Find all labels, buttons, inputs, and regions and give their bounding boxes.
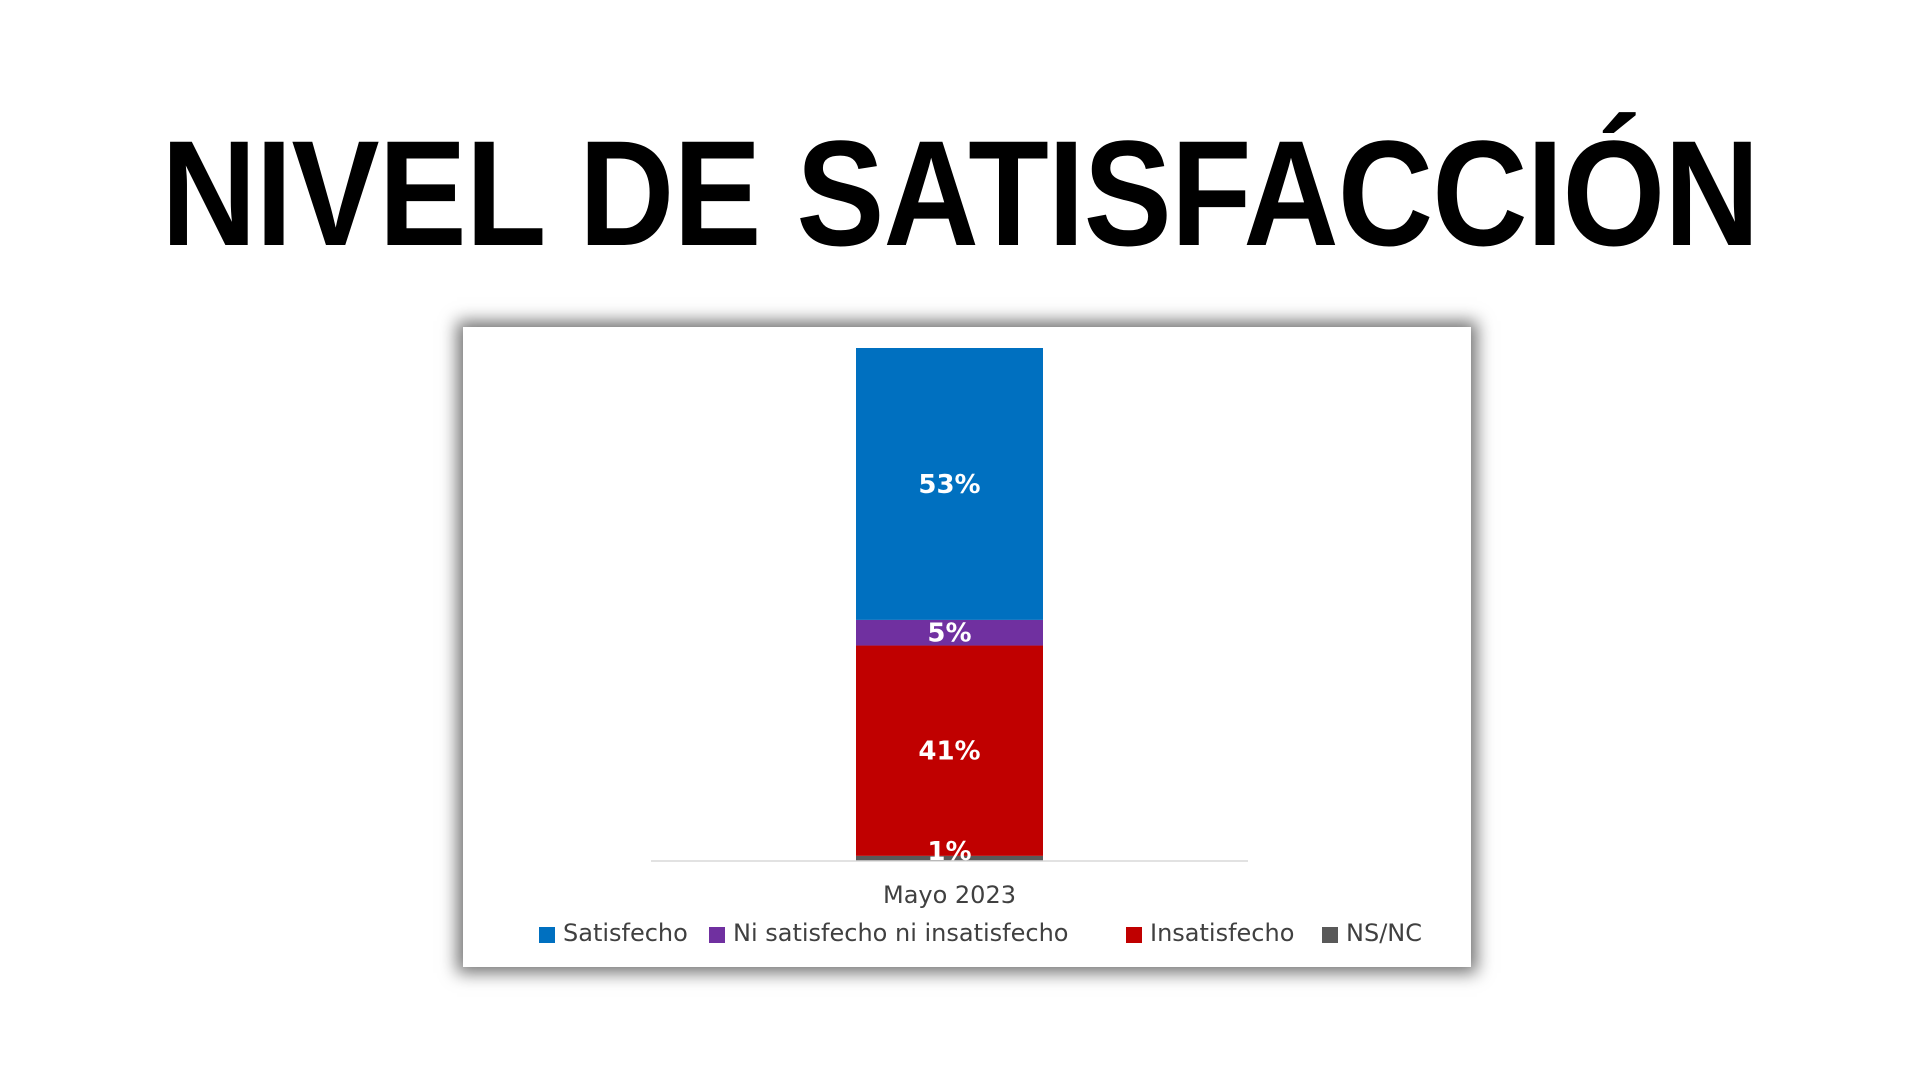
data-label-insatisfecho: 41%	[918, 737, 980, 767]
bar-segment-ns-nc	[856, 855, 1043, 861]
category-layer: Mayo 2023	[883, 881, 1016, 909]
labels-layer: 1% 41% 5% 53%	[918, 470, 980, 867]
legend-item-insatisfecho: Insatisfecho	[1126, 919, 1294, 947]
legend-item-satisfecho: Satisfecho	[539, 919, 688, 947]
legend-swatch-ni-satisfecho-ni-insatisfecho	[709, 927, 725, 943]
page-title: NIVEL DE SATISFACCIÓN	[161, 109, 1759, 277]
data-label-ns-nc: 1%	[927, 837, 971, 867]
category-label: Mayo 2023	[883, 881, 1016, 909]
legend-label-ns-nc: NS/NC	[1346, 919, 1422, 947]
legend-item-ns-nc: NS/NC	[1322, 919, 1422, 947]
bar-segment-ni-satisfecho-ni-insatisfecho	[856, 619, 1043, 646]
bars-layer	[856, 348, 1043, 861]
legend: Satisfecho Ni satisfecho ni insatisfecho I…	[539, 919, 1422, 947]
legend-swatch-insatisfecho	[1126, 927, 1142, 943]
legend-swatch-satisfecho	[539, 927, 555, 943]
data-label-ni-satisfecho-ni-insatisfecho: 5%	[927, 619, 971, 649]
data-label-satisfecho: 53%	[918, 470, 980, 500]
legend-swatch-ns-nc	[1322, 927, 1338, 943]
bar-segment-satisfecho	[856, 348, 1043, 620]
legend-label-insatisfecho: Insatisfecho	[1150, 919, 1294, 947]
bar-segment-insatisfecho	[856, 645, 1043, 856]
legend-item-ni-satisfecho-ni-insatisfecho: Ni satisfecho ni insatisfecho	[709, 919, 1068, 947]
legend-label-ni-satisfecho-ni-insatisfecho: Ni satisfecho ni insatisfecho	[733, 919, 1068, 947]
chart-card: 1% 41% 5% 53% Mayo 2023 Satisfecho Ni satisf…	[463, 327, 1471, 967]
stacked-bar-chart: 1% 41% 5% 53% Mayo 2023 Satisfecho Ni satisf…	[539, 348, 1422, 947]
legend-label-satisfecho: Satisfecho	[563, 919, 688, 947]
